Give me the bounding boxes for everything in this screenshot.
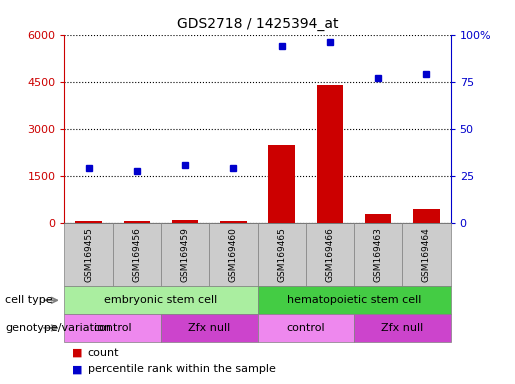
Text: control: control (286, 323, 325, 333)
Bar (268, 144, 295, 223)
Bar (75, 221, 102, 223)
Text: ■: ■ (72, 348, 82, 358)
Bar (413, 209, 440, 223)
Text: ■: ■ (72, 364, 82, 374)
Text: GSM169459: GSM169459 (181, 227, 190, 282)
Text: cell type: cell type (5, 295, 53, 305)
Bar (317, 86, 343, 223)
Text: GSM169456: GSM169456 (132, 227, 141, 282)
Text: GSM169463: GSM169463 (374, 227, 383, 282)
Title: GDS2718 / 1425394_at: GDS2718 / 1425394_at (177, 17, 338, 31)
Text: embryonic stem cell: embryonic stem cell (105, 295, 217, 305)
Text: hematopoietic stem cell: hematopoietic stem cell (287, 295, 421, 305)
Text: control: control (93, 323, 132, 333)
Text: GSM169466: GSM169466 (325, 227, 334, 282)
Bar (220, 221, 247, 223)
Text: genotype/variation: genotype/variation (5, 323, 111, 333)
Text: GSM169465: GSM169465 (277, 227, 286, 282)
Text: percentile rank within the sample: percentile rank within the sample (88, 364, 276, 374)
Text: GSM169460: GSM169460 (229, 227, 238, 282)
Text: count: count (88, 348, 119, 358)
Bar (365, 214, 391, 223)
Text: GSM169464: GSM169464 (422, 227, 431, 282)
Text: GSM169455: GSM169455 (84, 227, 93, 282)
Text: Zfx null: Zfx null (381, 323, 423, 333)
Bar (172, 220, 198, 223)
Bar (124, 221, 150, 223)
Text: Zfx null: Zfx null (188, 323, 230, 333)
